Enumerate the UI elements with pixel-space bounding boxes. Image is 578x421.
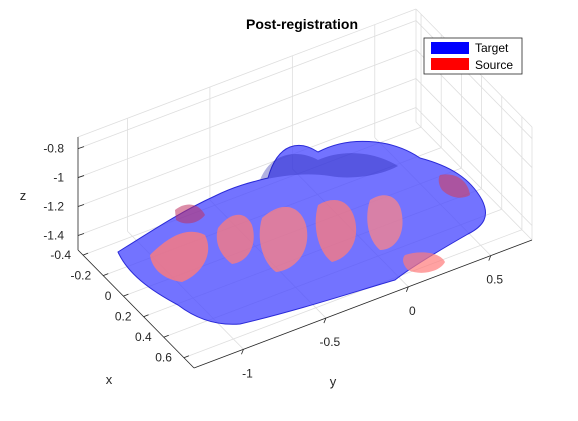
grid-line	[77, 107, 417, 236]
source-surface-patch	[367, 195, 403, 250]
chart-title: Post-registration	[246, 16, 358, 32]
source-surface-patch	[216, 214, 254, 264]
y-tick	[405, 286, 409, 292]
grid-line	[77, 78, 417, 207]
y-tick-label: 0.5	[486, 273, 503, 287]
legend-label-source: Source	[475, 58, 513, 72]
legend-label-target: Target	[475, 41, 509, 55]
source-surface-patch	[259, 206, 308, 272]
z-tick	[77, 204, 85, 207]
y-tick-label: -0.5	[320, 335, 341, 349]
legend: Target Source	[423, 37, 523, 75]
x-tick	[123, 293, 129, 297]
y-axis-label: y	[330, 374, 337, 389]
y-axis-line	[193, 239, 533, 369]
z-tick-label: -1	[53, 171, 64, 185]
source-surface-patch	[438, 174, 470, 198]
x-tick-label: 0	[105, 289, 112, 303]
y-tick	[488, 255, 492, 261]
z-tick-label: -1.2	[43, 200, 64, 214]
y-tick	[241, 349, 244, 355]
grid-line	[415, 107, 533, 226]
x-tick	[143, 314, 149, 318]
legend-swatch-target	[431, 42, 469, 54]
registration-surface	[117, 140, 486, 325]
x-tick	[103, 273, 109, 277]
z-tick	[77, 233, 85, 236]
y-tick	[323, 317, 327, 324]
axis-layer: -0.4-0.200.20.40.6-1-0.500.5-1.4-1.2-1-0…	[43, 137, 533, 380]
source-surface-patch	[315, 200, 357, 262]
x-tick-label: 0.4	[135, 330, 152, 344]
grid-line	[77, 49, 417, 178]
y-tick-label: 0	[409, 304, 416, 318]
grid-line	[415, 121, 533, 241]
x-tick	[183, 355, 190, 359]
z-tick-label: -1.4	[43, 229, 64, 243]
grid-line	[415, 78, 533, 197]
x-tick-label: 0.2	[115, 310, 132, 324]
x-tick	[82, 252, 89, 256]
source-surface-patch	[175, 204, 205, 224]
legend-swatch-source	[431, 58, 469, 70]
y-tick-label: -1	[242, 366, 253, 380]
z-tick	[77, 175, 85, 178]
x-tick-label: 0.6	[155, 351, 172, 365]
z-tick-label: -0.8	[43, 142, 64, 156]
x-tick-label: -0.2	[71, 269, 92, 283]
grid-line	[77, 20, 417, 149]
target-surface-shading	[260, 153, 398, 180]
grid-line	[183, 229, 523, 359]
x-axis-label: x	[106, 372, 113, 387]
x-tick-label: -0.4	[50, 248, 71, 262]
source-surface-patch	[403, 252, 445, 273]
x-axis-line	[77, 249, 195, 369]
z-tick	[77, 146, 85, 149]
x-tick	[163, 334, 169, 338]
source-surface-patch	[150, 231, 209, 282]
z-axis-label: z	[20, 188, 27, 203]
grid-line	[77, 8, 417, 138]
